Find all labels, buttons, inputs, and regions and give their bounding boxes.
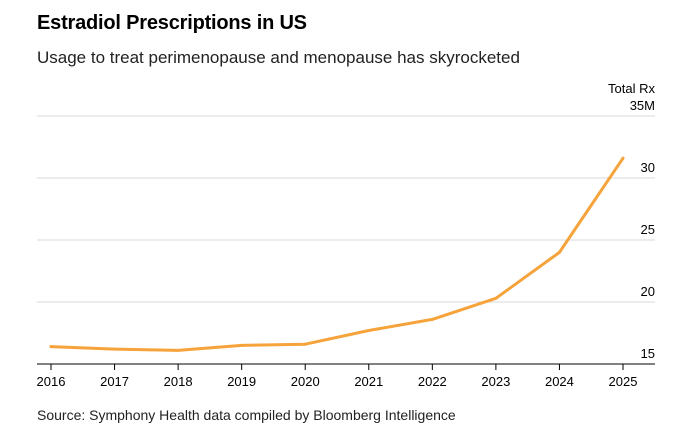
- data-point-2022: [430, 317, 434, 321]
- x-tick-label: 2023: [481, 374, 510, 389]
- data-point-2019: [240, 343, 244, 347]
- data-point-2018: [176, 348, 180, 352]
- chart-title: Estradiol Prescriptions in US: [37, 12, 307, 34]
- data-point-2016: [49, 345, 53, 349]
- chart-subtitle: Usage to treat perimenopause and menopau…: [37, 48, 520, 67]
- gridlines: [37, 115, 655, 365]
- y-axis-ticks: 35M 30 25 20 15: [630, 98, 655, 361]
- x-tick-label: 2020: [291, 374, 320, 389]
- y-tick-label: 15: [641, 346, 655, 361]
- series-layer: [49, 156, 625, 352]
- series-line-0: [49, 156, 625, 352]
- x-tick-label: 2024: [545, 374, 574, 389]
- x-tick-label: 2019: [227, 374, 256, 389]
- data-point-2020: [303, 342, 307, 346]
- x-tick-label: 2025: [609, 374, 638, 389]
- data-point-2024: [557, 250, 561, 254]
- x-tick-label: 2018: [164, 374, 193, 389]
- y-tick-label: 25: [641, 222, 655, 237]
- data-point-2025: [621, 156, 625, 160]
- data-point-2021: [367, 329, 371, 332]
- x-tick-label: 2022: [418, 374, 447, 389]
- x-tick-label: 2016: [37, 374, 66, 389]
- data-point-2017: [113, 347, 117, 351]
- x-tick-label: 2017: [100, 374, 129, 389]
- y-tick-label: 30: [641, 160, 655, 175]
- x-tick-label: 2021: [354, 374, 383, 389]
- y-axis-unit-label: Total Rx: [608, 81, 655, 96]
- chart-source-note: Source: Symphony Health data compiled by…: [37, 407, 456, 423]
- x-axis-ticks: 2016 2017 2018 2019 2020 2021 2022 2023 2024 2025: [37, 364, 638, 389]
- y-tick-label: 35M: [630, 98, 655, 113]
- y-tick-label: 20: [641, 284, 655, 299]
- data-point-2023: [494, 296, 498, 300]
